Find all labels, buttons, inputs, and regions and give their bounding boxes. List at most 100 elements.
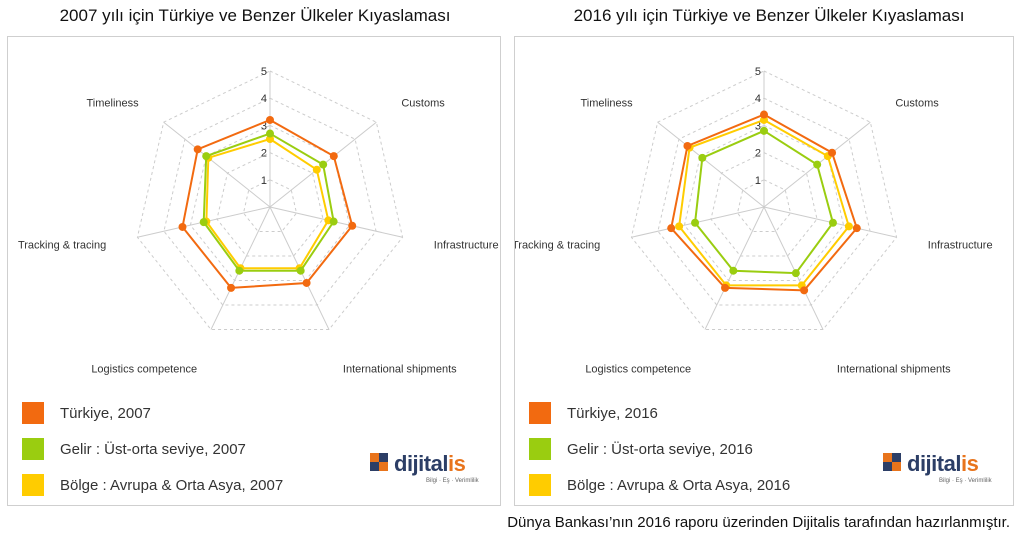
series-line-t-rkiye-2016 <box>670 113 858 292</box>
legend-item-region[interactable]: Bölge : Avrupa & Orta Asya, 2007 <box>22 467 283 503</box>
dijitalis-logo: dijitalis Bilgi · Eş · Verimlilik <box>368 451 488 487</box>
axis-label-customs: Customs <box>895 97 939 109</box>
axis-label-international-shipments: International shipments <box>837 363 951 375</box>
tick-label: 1 <box>261 175 267 187</box>
data-point-tracking-tracing[interactable] <box>667 224 676 233</box>
data-point-timeliness[interactable] <box>193 145 202 154</box>
tick-label: 3 <box>261 120 267 132</box>
axis-label-logistics-competence: Logistics competence <box>91 363 197 375</box>
legend-2016: Türkiye, 2016 Gelir : Üst-orta seviye, 2… <box>529 395 790 503</box>
legend-item-income[interactable]: Gelir : Üst-orta seviye, 2007 <box>22 431 283 467</box>
legend-2007: Türkiye, 2007 Gelir : Üst-orta seviye, 2… <box>22 395 283 503</box>
data-point-tracking-tracing[interactable] <box>199 218 208 227</box>
axis-label-timeliness: Timeliness <box>580 97 633 109</box>
grid-ring-3 <box>189 124 351 282</box>
legend-item-income[interactable]: Gelir : Üst-orta seviye, 2016 <box>529 431 790 467</box>
tick-label: 5 <box>261 66 267 78</box>
data-point-customs[interactable] <box>813 160 822 169</box>
data-point-logistics-competence[interactable] <box>235 266 244 275</box>
legend-label-region: Bölge : Avrupa & Orta Asya, 2007 <box>60 476 284 494</box>
data-point-infrastructure[interactable] <box>348 221 357 230</box>
data-point-international-shipments[interactable] <box>791 269 800 278</box>
data-point-customs[interactable] <box>319 160 328 169</box>
data-point-tracking-tracing[interactable] <box>675 222 684 231</box>
logo-mark-icon <box>370 453 388 471</box>
axis-label-customs: Customs <box>401 97 445 109</box>
data-point-tracking-tracing[interactable] <box>178 222 187 231</box>
legend-label-turkey: Türkiye, 2016 <box>567 404 658 422</box>
grid-ring-3 <box>683 124 845 282</box>
data-point-timeliness[interactable] <box>202 152 211 161</box>
axis-label-tracking-tracing: Tracking & tracing <box>515 239 600 251</box>
legend-item-turkey[interactable]: Türkiye, 2016 <box>529 395 790 431</box>
legend-label-income: Gelir : Üst-orta seviye, 2016 <box>567 440 753 458</box>
data-point-customs[interactable] <box>329 152 338 161</box>
grid-ring-2 <box>710 152 818 257</box>
data-point-lpi[interactable] <box>760 126 768 135</box>
data-point-infrastructure[interactable] <box>852 224 861 233</box>
axis-spoke-timeliness <box>657 121 765 208</box>
legend-swatch-income <box>529 438 551 460</box>
data-point-customs[interactable] <box>828 148 837 157</box>
tick-label: 3 <box>755 120 761 132</box>
axis-label-timeliness: Timeliness <box>86 97 139 109</box>
legend-swatch-region <box>529 474 551 496</box>
legend-label-income: Gelir : Üst-orta seviye, 2007 <box>60 440 246 458</box>
data-point-logistics-competence[interactable] <box>721 283 730 292</box>
series-line-b-lge-avrupa-orta-asya-2007 <box>205 137 330 270</box>
series-line-gelir-st-orta-seviye-2016 <box>694 129 835 275</box>
grid-ring-4 <box>163 97 377 306</box>
tick-label: 4 <box>261 93 267 105</box>
data-point-logistics-competence[interactable] <box>729 266 738 275</box>
data-point-lpi[interactable] <box>266 129 274 138</box>
data-point-lpi[interactable] <box>760 110 768 119</box>
chart-panel-2016: 12345LPICustomsInfrastructureInternation… <box>514 36 1014 506</box>
data-point-customs[interactable] <box>312 165 321 174</box>
series-line-t-rkiye-2007 <box>181 118 354 289</box>
data-point-international-shipments[interactable] <box>800 286 809 295</box>
tick-label: 2 <box>755 148 761 160</box>
data-point-lpi[interactable] <box>266 115 274 124</box>
chart-panel-2007: 12345LPICustomsInfrastructureInternation… <box>7 36 501 506</box>
logo-text: dijitalis <box>907 451 979 476</box>
logo-subtext: Bilgi · Eş · Verimlilik <box>426 478 479 484</box>
axis-label-infrastructure: Infrastructure <box>434 239 499 251</box>
tick-label: 4 <box>755 93 761 105</box>
data-point-timeliness[interactable] <box>683 141 692 150</box>
grid-ring-2 <box>216 152 324 257</box>
series-line-b-lge-avrupa-orta-asya-2016 <box>678 118 850 287</box>
legend-item-region[interactable]: Bölge : Avrupa & Orta Asya, 2016 <box>529 467 790 503</box>
data-point-timeliness[interactable] <box>698 153 707 162</box>
data-point-infrastructure[interactable] <box>844 222 853 231</box>
data-point-infrastructure[interactable] <box>828 218 837 227</box>
axis-label-tracking-tracing: Tracking & tracing <box>18 239 106 251</box>
axis-label-international-shipments: International shipments <box>343 363 457 375</box>
chart-title-2016: 2016 yılı için Türkiye ve Benzer Ülkeler… <box>573 6 965 25</box>
legend-label-region: Bölge : Avrupa & Orta Asya, 2016 <box>567 476 791 494</box>
legend-item-turkey[interactable]: Türkiye, 2007 <box>22 395 283 431</box>
logo-text: dijitalis <box>394 451 466 476</box>
axis-label-infrastructure: Infrastructure <box>928 239 993 251</box>
tick-label: 5 <box>755 66 761 78</box>
data-point-tracking-tracing[interactable] <box>691 218 700 227</box>
legend-swatch-turkey <box>529 402 551 424</box>
data-point-logistics-competence[interactable] <box>227 283 236 292</box>
data-point-infrastructure[interactable] <box>329 217 338 226</box>
data-point-international-shipments[interactable] <box>296 266 305 275</box>
legend-swatch-region <box>22 474 44 496</box>
logo-subtext: Bilgi · Eş · Verimlilik <box>939 478 992 484</box>
radar-chart-2016: 12345LPICustomsInfrastructureInternation… <box>515 66 993 375</box>
chart-title-2007: 2007 yılı için Türkiye ve Benzer Ülkeler… <box>59 6 451 25</box>
dijitalis-logo: dijitalis Bilgi · Eş · Verimlilik <box>881 451 1001 487</box>
axis-spoke-timeliness <box>163 121 271 208</box>
series-line-gelir-st-orta-seviye-2007 <box>202 132 335 272</box>
footer-note: Dünya Bankası’nın 2016 raporu üzerinden … <box>507 514 1010 531</box>
legend-swatch-turkey <box>22 402 44 424</box>
data-point-international-shipments[interactable] <box>302 278 311 287</box>
grid-ring-4 <box>657 97 871 306</box>
logo-mark-icon <box>883 453 901 471</box>
tick-label: 2 <box>261 148 267 160</box>
tick-label: 1 <box>755 175 761 187</box>
radar-chart-2007: 12345LPICustomsInfrastructureInternation… <box>18 66 499 375</box>
axis-label-logistics-competence: Logistics competence <box>585 363 691 375</box>
